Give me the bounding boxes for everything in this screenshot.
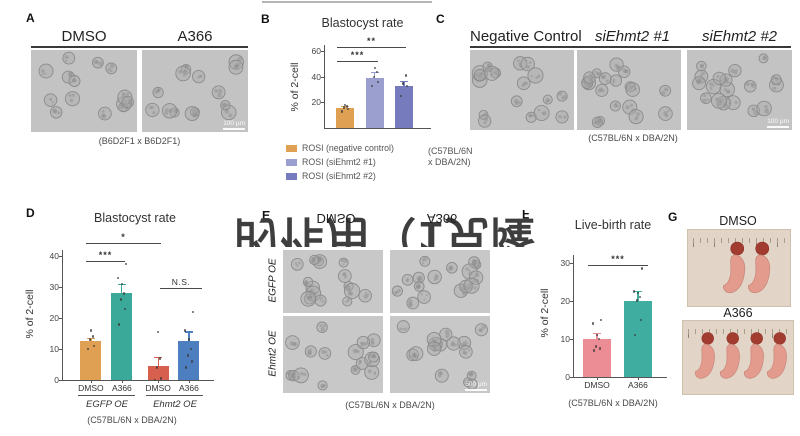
panel-letter-g: G xyxy=(668,210,678,224)
bar-1 xyxy=(365,78,384,128)
panel-b-sig-label-1: *** xyxy=(350,50,365,60)
pups-illustration-a366 xyxy=(694,332,787,379)
panel-d-chart-title: Blastocyst rate xyxy=(94,211,176,225)
panel-a-header-a366: A366 xyxy=(177,28,213,45)
ruler xyxy=(693,238,785,243)
legend-swatch xyxy=(286,144,297,152)
panel-d-sig-label-star3: *** xyxy=(98,250,113,260)
panel-d-caption: (C57BL/6N x DBA/2N) xyxy=(87,415,177,425)
legend-swatch xyxy=(286,172,297,180)
panel-a-micrograph-a366: 100 μm xyxy=(142,50,248,132)
scale-bar-label: 500 μm xyxy=(465,381,487,391)
panel-d-sig-label-ns: N.S. xyxy=(171,277,191,287)
panel-d-sig-line-star1 xyxy=(86,243,161,245)
panel-d-y-axis-label: % of 2-cell xyxy=(24,289,36,339)
cropped-line-fragment xyxy=(262,1,432,3)
panel-e-micrograph-ehmt2-dmso xyxy=(283,316,383,393)
panel-b-chart-title: Blastocyst rate xyxy=(321,16,404,30)
panel-f-bar-chart: 0 10 20 30 DMSO A366 xyxy=(561,255,667,390)
panel-c-micrograph-negative-control xyxy=(470,50,574,130)
panel-letter-c: C xyxy=(436,12,445,26)
panel-d-group-label-ehmt2: Ehmt2 OE xyxy=(153,399,197,410)
panel-e-row-label-ehmt2-oe: Ehmt2 OE xyxy=(267,330,279,377)
panel-g-photo-a366-pups xyxy=(682,320,794,395)
pups-illustration-dmso xyxy=(723,241,771,294)
panel-f-chart-title: Live-birth rate xyxy=(574,218,652,232)
panel-b-sig-line-1 xyxy=(337,61,378,63)
panel-g-header-dmso: DMSO xyxy=(719,214,757,228)
panel-e-micrograph-ehmt2-a366: 500 μm xyxy=(390,316,490,393)
panel-g-photo-dmso-pups xyxy=(687,229,791,307)
panel-c-header-rule xyxy=(470,46,791,48)
bar-A366-3 xyxy=(178,340,200,380)
panel-d-group-rule-2 xyxy=(146,395,203,396)
panel-d-group-rule-1 xyxy=(78,395,135,396)
panel-e-caption: (C57BL/6N x DBA/2N) xyxy=(345,400,435,410)
legend-item: ROSI (negative control) xyxy=(286,143,394,153)
panel-b-strain-note: (C57BL/6N x DBA/2N) xyxy=(428,146,473,167)
panel-a-micrograph-dmso xyxy=(31,50,137,132)
panel-f-sig-label: *** xyxy=(611,254,625,264)
panel-d-sig-label-star1: * xyxy=(121,232,126,242)
panel-letter-a: A xyxy=(26,11,35,25)
panel-b-sig-line-2 xyxy=(337,47,406,49)
bar-A366-1 xyxy=(623,300,652,377)
panel-a-header-dmso: DMSO xyxy=(61,28,107,45)
panel-e-micrograph-egfp-a366 xyxy=(390,250,490,313)
panel-e-header-a366: A366 xyxy=(426,211,458,226)
panel-f-sig-line xyxy=(588,265,648,267)
legend-swatch xyxy=(286,158,297,166)
panel-e-micrograph-egfp-dmso xyxy=(283,250,383,313)
panel-d-group-label-egfp: EGFP OE xyxy=(86,399,128,410)
panel-d-bar-chart: 0 10 20 30 40 DMSO A366 DMSO A366 xyxy=(50,250,214,393)
legend-label: ROSI (siEhmt2 #2) xyxy=(302,171,376,181)
panel-e-row-label-egfp-oe: EGFP OE xyxy=(267,258,279,303)
panel-c-micrograph-siehmt2-2: 100 μm xyxy=(687,50,792,130)
bar-0 xyxy=(336,107,355,128)
legend-label: ROSI (siEhmt2 #1) xyxy=(302,157,376,167)
panel-f-caption: (C57BL/6N x DBA/2N) xyxy=(568,398,658,408)
panel-b-y-axis-label: % of 2-cell xyxy=(289,62,301,112)
panel-c-header-siehmt2-2: siEhmt2 #2 xyxy=(701,28,778,45)
panel-b-sig-label-2: ** xyxy=(366,36,376,46)
bar-DMSO-0 xyxy=(80,341,102,380)
panel-a-caption: (B6D2F1 x B6D2F1) xyxy=(98,136,181,146)
panel-letter-b: B xyxy=(261,12,270,26)
panel-letter-d: D xyxy=(26,206,35,220)
panel-a-header-rule xyxy=(31,46,248,48)
ruler xyxy=(688,329,788,334)
legend-label: ROSI (negative control) xyxy=(302,143,394,153)
legend-item: ROSI (siEhmt2 #1) xyxy=(286,157,394,167)
panel-g-header-a366: A366 xyxy=(723,306,753,320)
panel-c-caption: (C57BL/6N x DBA/2N) xyxy=(588,133,678,143)
bar-A366-1 xyxy=(111,293,133,380)
panel-f-y-axis-label: % of 2-cell xyxy=(539,288,551,338)
bar-2 xyxy=(394,85,413,128)
panel-d-sig-line-ns xyxy=(160,288,202,290)
scale-bar-label: 100 μm xyxy=(767,118,789,128)
panel-c-header-siehmt2-1: siEhmt2 #1 xyxy=(594,28,671,45)
panel-b-legend: ROSI (negative control) ROSI (siEhmt2 #1)… xyxy=(286,143,394,185)
panel-c-header-negative-control: Negative Control xyxy=(470,28,582,45)
panel-c-micrograph-siehmt2-1 xyxy=(577,50,681,130)
panel-d-sig-line-star3 xyxy=(86,261,125,263)
scale-bar-label: 100 μm xyxy=(223,120,245,130)
panel-e-header-dmso: DMSO xyxy=(316,211,356,226)
panel-b-bar-chart: 20 40 60 xyxy=(312,45,431,129)
legend-item: ROSI (siEhmt2 #2) xyxy=(286,171,394,181)
